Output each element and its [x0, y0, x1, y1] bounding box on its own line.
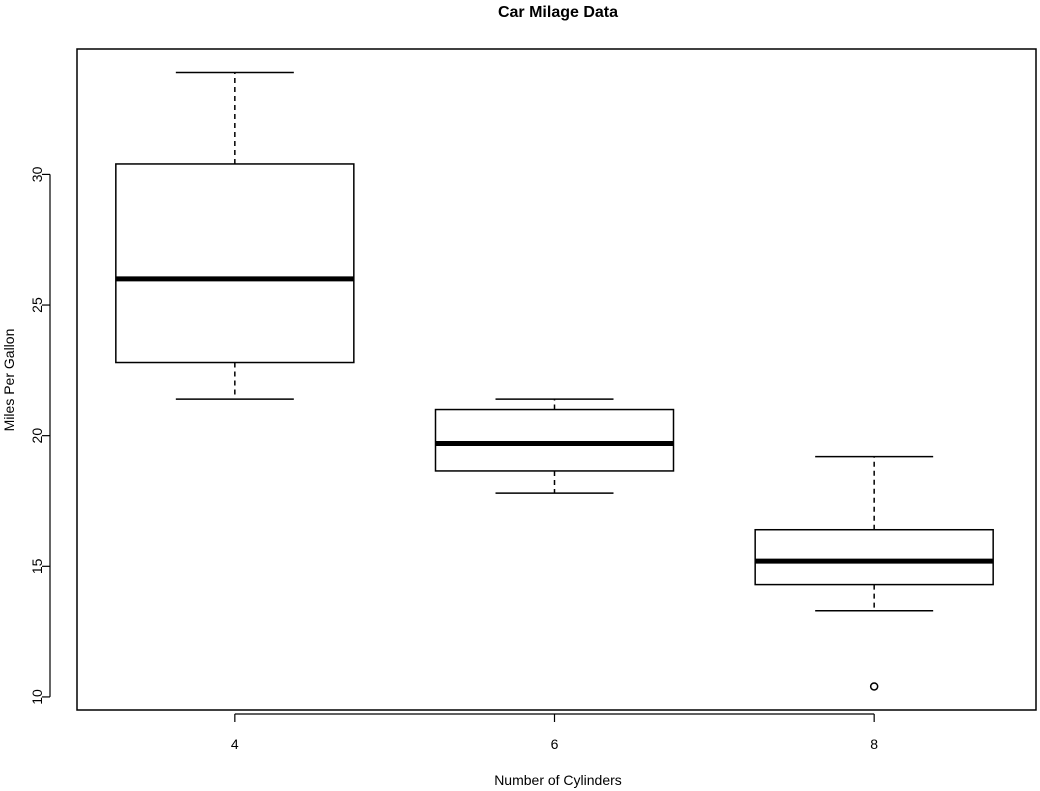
- plot-frame: [76, 48, 1037, 711]
- x-axis-label: Number of Cylinders: [494, 772, 622, 788]
- x-tick-label: 6: [551, 736, 559, 752]
- y-tick-label: 20: [29, 428, 45, 444]
- outlier-point: [869, 682, 879, 691]
- x-tick-label: 4: [231, 736, 239, 752]
- y-axis: 10 15 20 25 30: [29, 166, 51, 705]
- box-group-4-cyl: [115, 71, 355, 400]
- y-axis-label: Miles Per Gallon: [1, 329, 17, 432]
- y-tick-label: 25: [29, 297, 45, 313]
- box-iqr: [754, 528, 994, 586]
- y-tick-label: 10: [29, 689, 45, 705]
- box-iqr: [115, 163, 355, 364]
- x-tick-label: 8: [870, 736, 878, 752]
- box-iqr: [434, 408, 675, 472]
- box-group-6-cyl: [434, 398, 675, 494]
- y-tick-label: 30: [29, 166, 45, 182]
- box-group-8-cyl: [754, 455, 994, 691]
- x-axis: 4 6 8: [231, 713, 878, 752]
- y-tick-label: 15: [29, 558, 45, 574]
- chart-title: Car Milage Data: [498, 4, 618, 21]
- boxes-layer: [115, 71, 994, 691]
